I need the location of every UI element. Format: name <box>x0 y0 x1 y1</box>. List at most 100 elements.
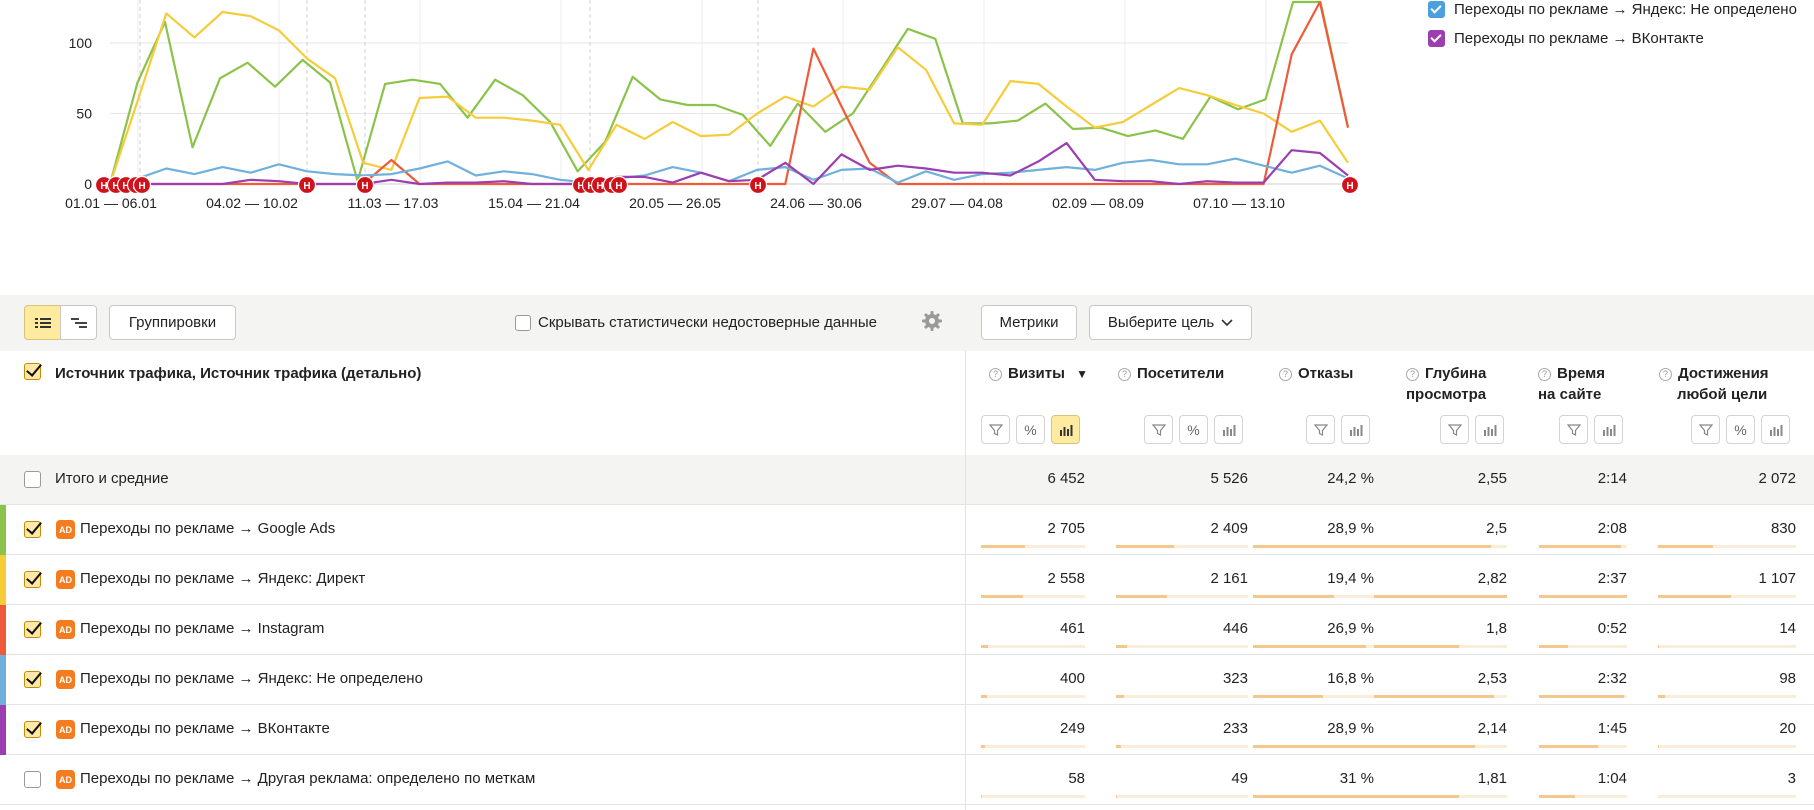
metric-bar <box>1374 595 1507 598</box>
metric-cell: 2 705 <box>1047 520 1085 537</box>
annotation-marker[interactable]: Н <box>297 175 317 195</box>
metric-bar-fill <box>1253 795 1374 798</box>
legend-item-yandex-undefined[interactable]: Переходы по рекламе → Яндекс: Не определ… <box>1428 0 1808 19</box>
percent-button[interactable]: % <box>1016 415 1045 444</box>
dimension-header[interactable]: Источник трафика, Источник трафика (дета… <box>55 365 422 382</box>
sort-desc-icon[interactable]: ▼ <box>1076 367 1088 381</box>
help-icon[interactable]: ? <box>1659 368 1672 381</box>
select-all-checkbox[interactable] <box>24 363 41 380</box>
svg-text:Н: Н <box>100 181 107 192</box>
chart-bars-button[interactable] <box>1475 415 1504 444</box>
metric-bar-fill <box>1116 645 1127 648</box>
row-checkbox[interactable] <box>24 721 41 738</box>
metric-cell: 28,9 % <box>1327 720 1374 737</box>
help-icon[interactable]: ? <box>1118 368 1131 381</box>
metric-cell: 26,9 % <box>1327 620 1374 637</box>
annotation-marker[interactable]: Н <box>609 175 629 195</box>
metrics-button[interactable]: Метрики <box>981 305 1077 340</box>
hide-unreliable-checkbox[interactable] <box>515 314 531 331</box>
svg-text:Н: Н <box>577 181 584 192</box>
metric-cell: 16,8 % <box>1327 670 1374 687</box>
row-checkbox[interactable] <box>24 571 41 588</box>
col-header-bounces[interactable]: ? Отказы <box>1279 363 1353 384</box>
help-icon[interactable]: ? <box>1279 368 1292 381</box>
table-row[interactable]: AD Переходы по рекламе → Яндекс: Директ 2 … <box>0 555 1814 605</box>
row-checkbox[interactable] <box>24 621 41 638</box>
view-tree-button[interactable] <box>60 305 97 340</box>
metric-cell: 446 <box>1222 620 1248 637</box>
table-row[interactable]: AD Переходы по рекламе → ВКонтакте 249 233 2… <box>0 705 1814 755</box>
metric-bar <box>1658 545 1796 548</box>
ad-badge-icon: AD <box>56 670 75 689</box>
annotation-marker[interactable]: Н <box>132 175 152 195</box>
percent-button[interactable]: % <box>1726 415 1755 444</box>
annotation-marker[interactable]: Н <box>1340 175 1360 195</box>
metric-bar <box>1253 745 1374 748</box>
metric-bar <box>1116 545 1248 548</box>
row-label[interactable]: Переходы по рекламе → Яндекс: Не определ… <box>80 670 423 687</box>
metric-cell: 1 107 <box>1758 570 1796 587</box>
x-tick-label: 15.04 — 21.04 <box>488 195 580 211</box>
list-icon <box>34 317 51 328</box>
metric-bar-fill <box>981 795 983 798</box>
goal-select[interactable]: Выберите цель <box>1089 305 1252 340</box>
row-label[interactable]: Переходы по рекламе → Google Ads <box>80 520 336 537</box>
chart-bars-button[interactable] <box>1761 415 1790 444</box>
metric-bar <box>981 745 1085 748</box>
row-label[interactable]: Переходы по рекламе → ВКонтакте <box>80 720 330 737</box>
chart-bars-button[interactable] <box>1594 415 1623 444</box>
row-label[interactable]: Переходы по рекламе → Другая реклама: оп… <box>80 770 536 787</box>
table-row[interactable]: AD Переходы по рекламе → Instagram 461 446 2… <box>0 605 1814 655</box>
row-label[interactable]: Переходы по рекламе → Instagram <box>80 620 325 637</box>
metric-bar-fill <box>1658 545 1714 548</box>
metric-bar <box>1253 645 1374 648</box>
legend-item-vkontakte[interactable]: Переходы по рекламе → ВКонтакте <box>1428 29 1808 48</box>
filter-button[interactable] <box>1559 415 1588 444</box>
row-checkbox[interactable] <box>24 671 41 688</box>
help-icon[interactable]: ? <box>1406 368 1419 381</box>
metric-cell: 1,8 <box>1486 620 1507 637</box>
help-icon[interactable]: ? <box>989 368 1002 381</box>
row-label[interactable]: Переходы по рекламе → Яндекс: Директ <box>80 570 366 587</box>
annotation-marker[interactable]: Н <box>748 175 768 195</box>
col-header-time[interactable]: ? Время на сайте <box>1538 365 1605 403</box>
row-checkbox[interactable] <box>24 471 41 488</box>
filter-button[interactable] <box>1691 415 1720 444</box>
col-header-visits[interactable]: ? Визиты ▼ <box>989 363 1088 385</box>
table-row[interactable]: AD Переходы по рекламе → Яндекс: Не опред… <box>0 655 1814 705</box>
row-color-stripe <box>0 605 6 655</box>
gear-icon[interactable] <box>921 310 943 332</box>
total-row[interactable]: Итого и средние 6 452 5 526 24,2 % 2,55 2:14 2… <box>0 455 1814 505</box>
row-label[interactable]: Итого и средние <box>55 470 169 487</box>
table-row[interactable]: AD Переходы по рекламе → Google Ads 2 705 2… <box>0 505 1814 555</box>
chart-bars-button[interactable] <box>1051 415 1080 444</box>
metric-bar-fill <box>1253 645 1366 648</box>
col-header-depth[interactable]: ? Глубина просмотра <box>1406 365 1487 403</box>
help-icon[interactable]: ? <box>1538 368 1551 381</box>
col-header-visitors[interactable]: ? Посетители <box>1118 363 1224 384</box>
filter-button[interactable] <box>1144 415 1173 444</box>
table-row[interactable]: AD Переходы по рекламе → Другая реклама: … <box>0 755 1814 805</box>
hide-unreliable-toggle[interactable]: Скрывать статистически недостоверные дан… <box>515 314 877 331</box>
col-header-goals[interactable]: ? Достижения любой цели <box>1659 363 1769 405</box>
filter-button[interactable] <box>1440 415 1469 444</box>
filter-icon <box>1313 423 1328 436</box>
row-checkbox[interactable] <box>24 771 41 788</box>
chart-bars-button[interactable] <box>1341 415 1370 444</box>
groupings-button[interactable]: Группировки <box>109 305 236 340</box>
legend-checkbox[interactable] <box>1428 1 1445 18</box>
metric-bar-fill <box>1539 595 1627 598</box>
filter-button[interactable] <box>1306 415 1335 444</box>
annotation-marker[interactable]: Н <box>355 175 375 195</box>
metric-cell: 2:32 <box>1597 670 1627 687</box>
chart-bars-button[interactable] <box>1214 415 1243 444</box>
row-checkbox[interactable] <box>24 521 41 538</box>
svg-text:Н: Н <box>754 181 761 192</box>
metric-cell: 19,4 % <box>1327 570 1374 587</box>
percent-button[interactable]: % <box>1179 415 1208 444</box>
view-flat-list-button[interactable] <box>24 305 61 340</box>
metric-bar <box>1253 695 1374 698</box>
metric-cell: 1:04 <box>1597 770 1627 787</box>
legend-checkbox[interactable] <box>1428 30 1445 47</box>
filter-button[interactable] <box>981 415 1010 444</box>
